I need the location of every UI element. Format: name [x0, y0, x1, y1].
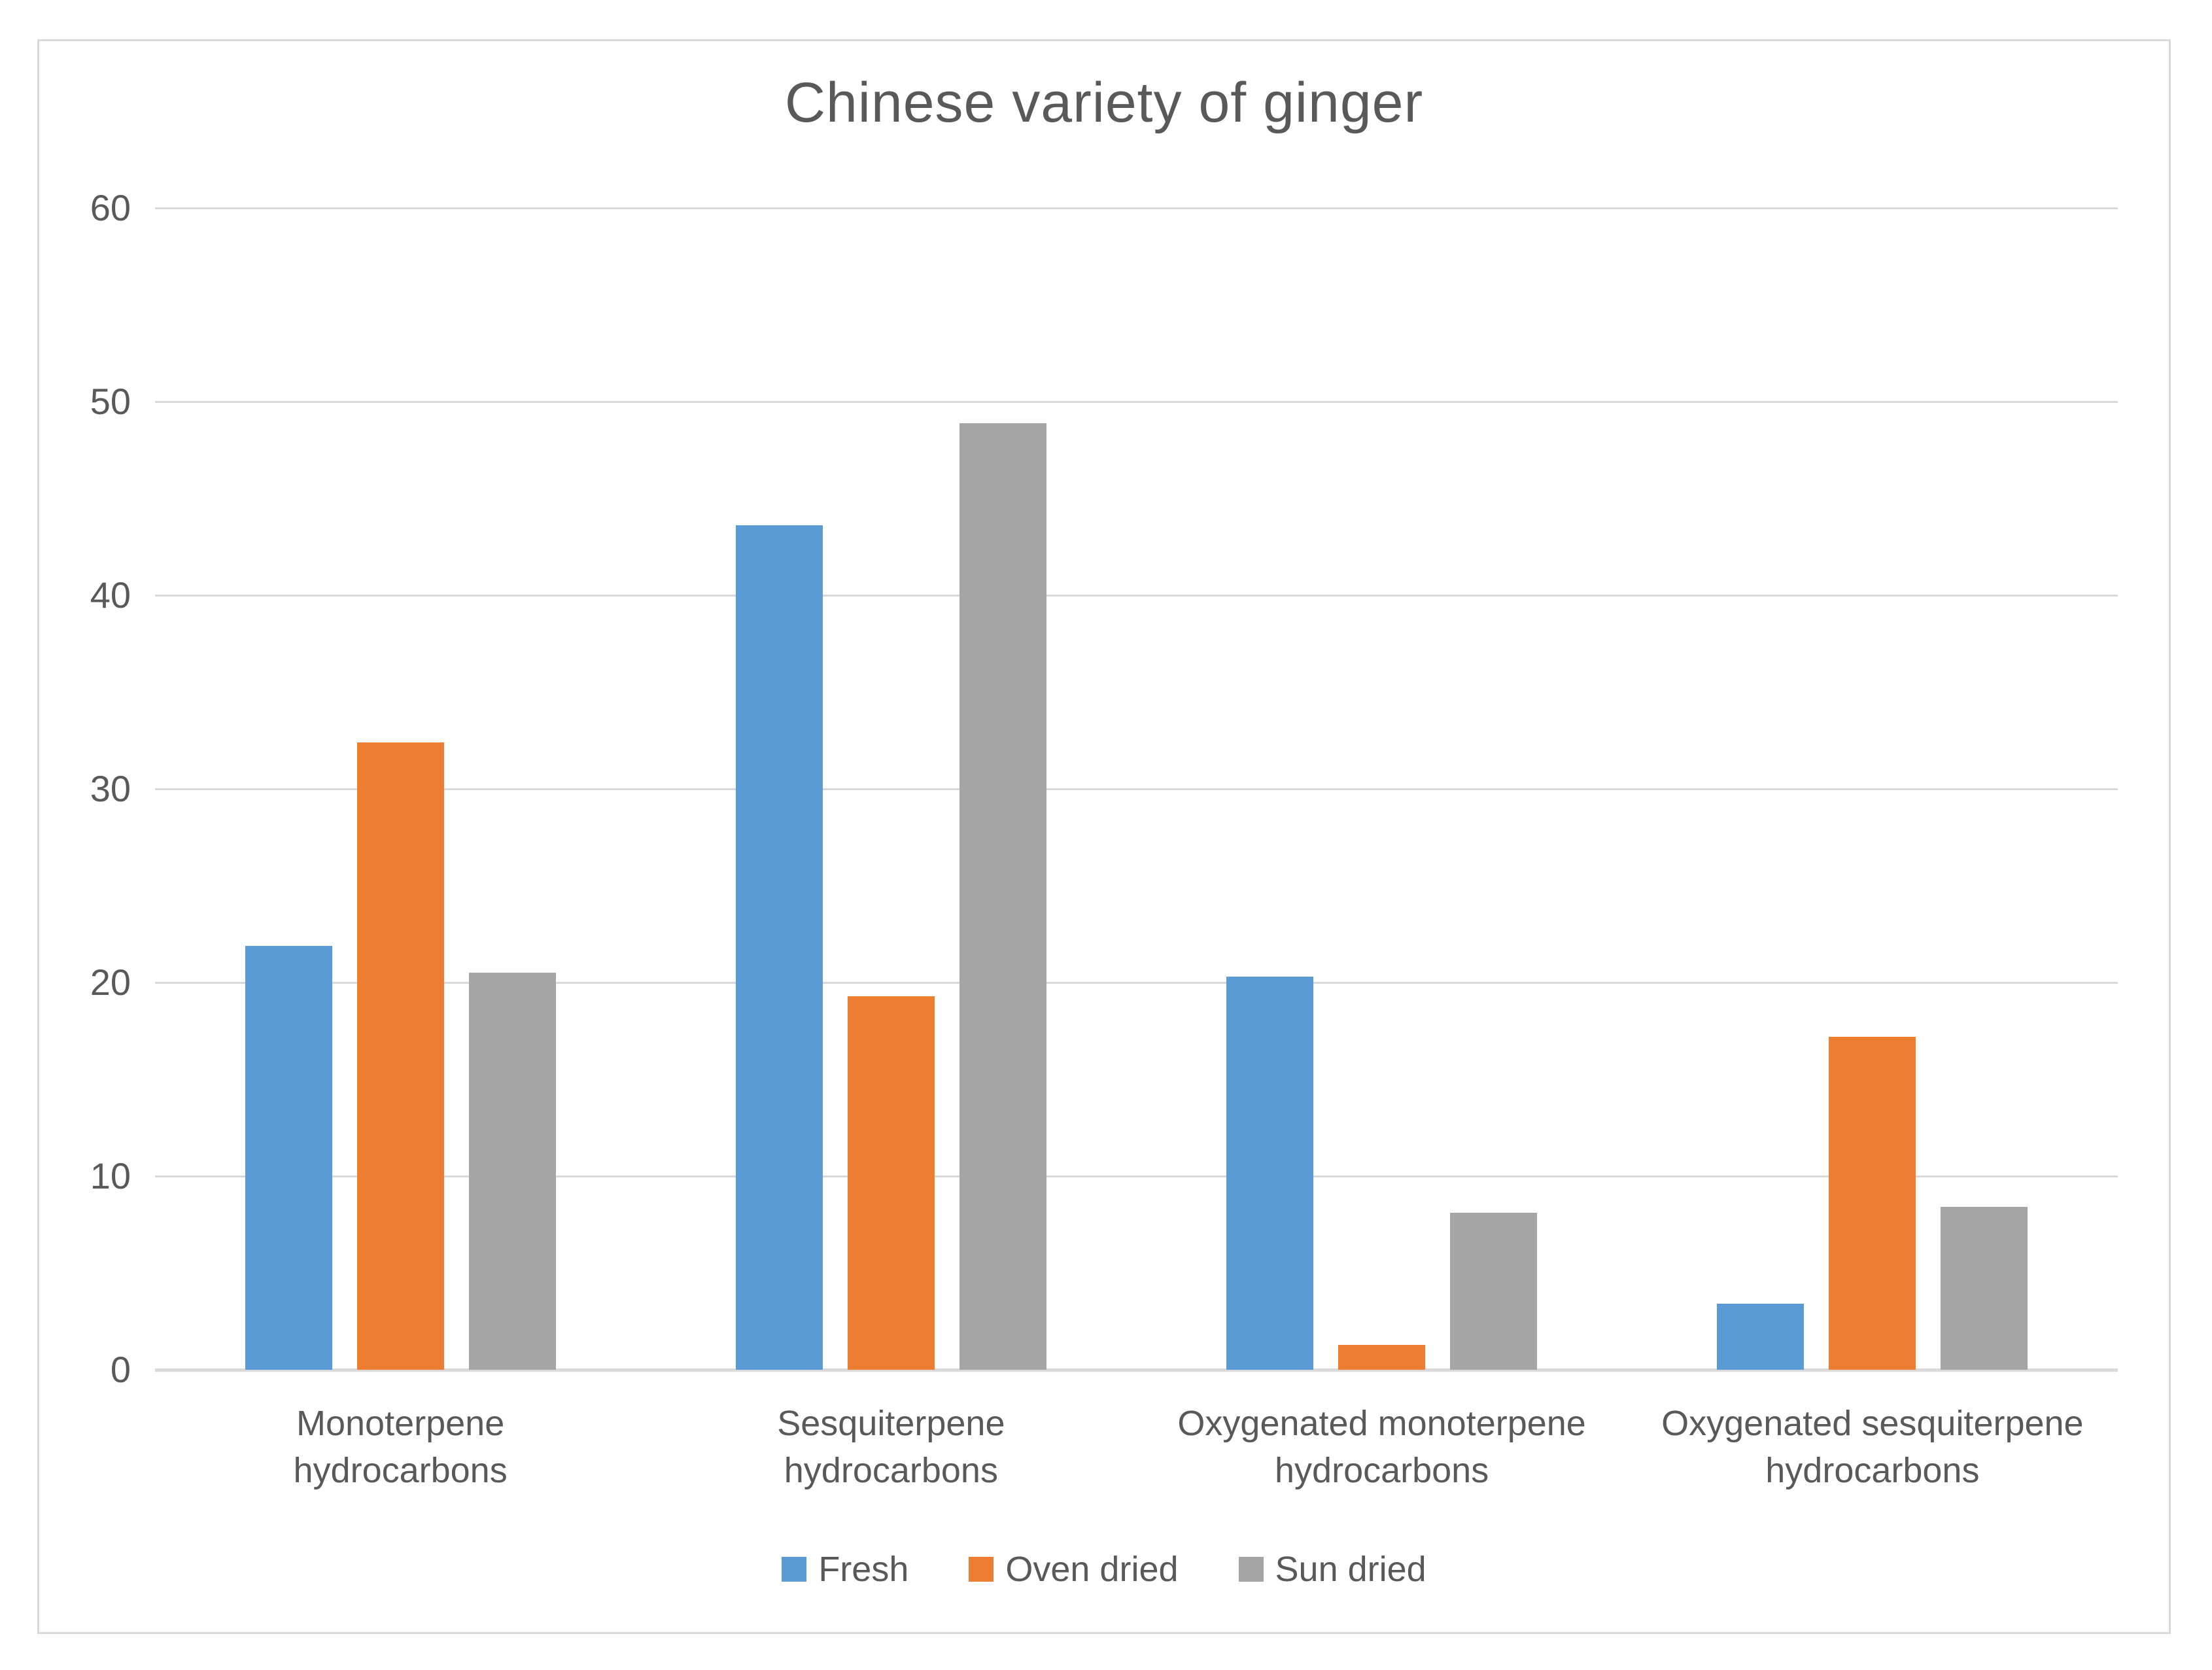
y-axis-tick-label: 50 [90, 381, 131, 422]
category-label: Oxygenated sesquiterpene hydrocarbons [1627, 1400, 2118, 1494]
category-label-line: Oxygenated sesquiterpene [1661, 1404, 2084, 1443]
bar-fresh [1226, 977, 1314, 1370]
bar-group [646, 208, 1136, 1370]
gridline [155, 1175, 2118, 1177]
legend-swatch-sun-dried [1238, 1557, 1264, 1582]
bar-group [1627, 208, 2118, 1370]
gridline [155, 401, 2118, 403]
legend-item: Oven dried [969, 1549, 1179, 1590]
bar-oven-dried [356, 742, 444, 1370]
bar-sun-dried [959, 423, 1046, 1370]
bar-oven-dried [1338, 1345, 1426, 1370]
gridline [155, 788, 2118, 790]
bar-group [155, 208, 646, 1370]
legend-item: Fresh [782, 1549, 908, 1590]
gridline [155, 595, 2118, 597]
y-axis-tick-label: 20 [90, 962, 131, 1003]
bar-group [1137, 208, 1627, 1370]
category-label: Sesquiterpene hydrocarbons [646, 1400, 1136, 1494]
legend-label: Sun dried [1275, 1550, 1426, 1589]
bar-oven-dried [847, 996, 935, 1370]
y-axis-tick-label: 40 [90, 574, 131, 616]
category-label-line: Sesquiterpene [777, 1404, 1005, 1443]
legend-item: Sun dried [1238, 1549, 1426, 1590]
category-label: Oxygenated monoterpene hydrocarbons [1137, 1400, 1627, 1494]
category-label-line: hydrocarbons [1275, 1451, 1489, 1490]
legend-swatch-oven-dried [969, 1557, 994, 1582]
bar-fresh [245, 946, 332, 1370]
legend-swatch-fresh [782, 1557, 807, 1582]
gridline [155, 207, 2118, 209]
bar-sun-dried [468, 973, 556, 1370]
bar-fresh [735, 525, 823, 1370]
x-axis-line [155, 1368, 2118, 1372]
bar-fresh [1717, 1304, 1805, 1370]
category-label: Monoterpene hydrocarbons [155, 1400, 646, 1494]
legend: Fresh Oven dried Sun dried [37, 1549, 2171, 1590]
legend-label: Oven dried [1005, 1550, 1179, 1589]
category-label-line: hydrocarbons [1765, 1451, 1980, 1490]
category-label-line: hydrocarbons [784, 1451, 998, 1490]
category-label-line: hydrocarbons [293, 1451, 508, 1490]
category-label-line: Oxygenated monoterpene [1177, 1404, 1586, 1443]
chart-title: Chinese variety of ginger [784, 71, 1424, 134]
category-label-line: Monoterpene [296, 1404, 505, 1443]
y-axis-tick-label: 0 [110, 1349, 131, 1390]
bar-sun-dried [1941, 1207, 2028, 1370]
y-axis-tick-label: 60 [90, 187, 131, 228]
legend-label: Fresh [818, 1550, 909, 1589]
gridline [155, 982, 2118, 984]
bar-oven-dried [1829, 1037, 1916, 1370]
y-axis-tick-label: 30 [90, 768, 131, 809]
bar-sun-dried [1450, 1213, 1538, 1370]
y-axis-tick-label: 10 [90, 1155, 131, 1196]
